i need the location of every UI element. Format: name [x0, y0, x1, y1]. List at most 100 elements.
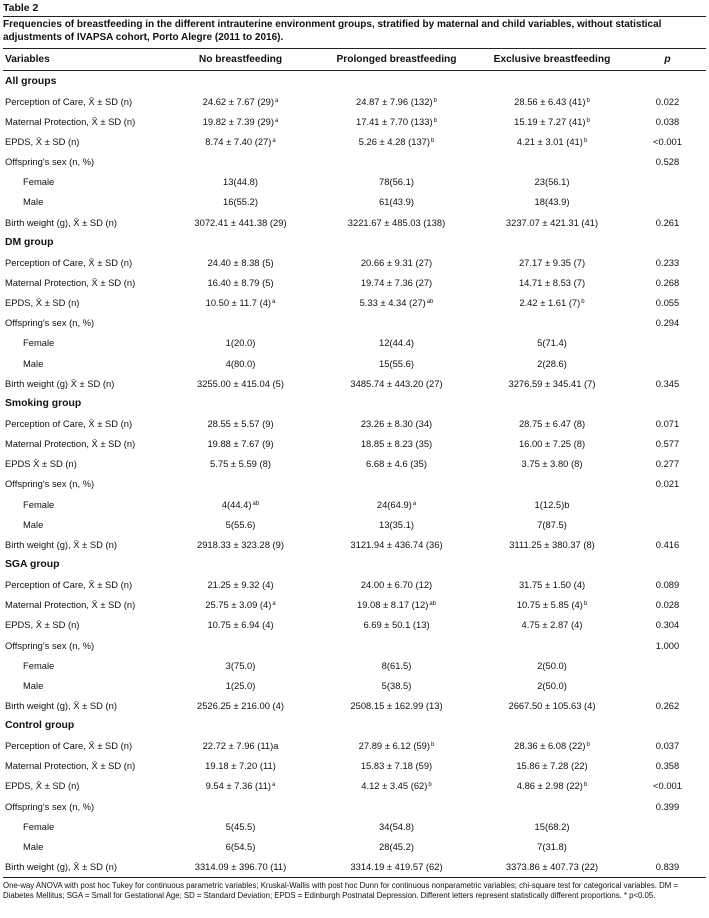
p-value-cell-text: 0.089: [655, 579, 680, 591]
table-label: Table 2: [3, 2, 39, 14]
significance-letter: a: [275, 117, 279, 124]
prolonged-breastfeeding-cell: 15.83 ± 7.18 (59): [318, 756, 475, 776]
exclusive-breastfeeding-cell-text: 3237.07 ± 421.31 (41): [505, 216, 599, 228]
table-page: Table 2 Frequencies of breastfeeding in …: [3, 0, 706, 902]
table-row: EPDS, X̄ ± SD (n) 9.54 ± 7.36 (11)a 4.12 ±…: [3, 776, 706, 796]
prolonged-breastfeeding-cell-text: 24.87 ± 7.96 (132): [356, 95, 433, 107]
prolonged-breastfeeding-cell: 61(43.9): [318, 192, 475, 212]
table-row: Perception of Care, X̄ ± SD (n) 21.25 ± 9…: [3, 575, 706, 595]
p-value-cell: <0.001: [629, 776, 706, 796]
no-breastfeeding-cell-text: 6(54.5): [225, 840, 256, 852]
prolonged-breastfeeding-cell: 28(45.2): [318, 836, 475, 856]
table-footnote: One-way ANOVA with post hoc Tukey for co…: [3, 880, 678, 901]
exclusive-breastfeeding-cell: 2667.50 ± 105.63 (4): [475, 695, 629, 715]
no-breastfeeding-cell-text: 16(55.2): [223, 196, 258, 208]
group-label: Control group: [3, 716, 706, 736]
table-row: Offspring's sex (n, %) 0.294: [3, 313, 706, 333]
no-breastfeeding-cell-text: 1(20.0): [225, 337, 256, 349]
significance-letter: b: [431, 137, 435, 144]
exclusive-breastfeeding-cell-text: 10.75 ± 5.85 (4): [516, 599, 583, 611]
no-breastfeeding-cell: 3072.41 ± 441.38 (29): [163, 212, 318, 232]
row-label: Maternal Protection, X̄ ± SD (n): [3, 756, 163, 776]
exclusive-breastfeeding-cell-text: 15(68.2): [534, 820, 570, 832]
row-label: EPDS, X̄ ± SD (n): [3, 776, 163, 796]
no-breastfeeding-cell-text: 25.75 ± 3.09 (4): [205, 599, 272, 611]
exclusive-breastfeeding-cell-text: 28.56 ± 6.43 (41): [514, 95, 586, 107]
exclusive-breastfeeding-cell-text: 2667.50 ± 105.63 (4): [508, 699, 596, 711]
prolonged-breastfeeding-cell: 4.12 ± 3.45 (62)b: [318, 776, 475, 796]
no-breastfeeding-cell-text: 21.25 ± 9.32 (4): [207, 579, 274, 591]
row-label-text: EPDS, X̄ ± SD (n): [5, 619, 80, 631]
p-value-cell: [629, 514, 706, 534]
row-label: Birth weight (g), X̄ ± SD (n): [3, 534, 163, 554]
table-row: Offspring's sex (n, %) 0.399: [3, 796, 706, 816]
prolonged-breastfeeding-cell: 3121.94 ± 436.74 (36): [318, 534, 475, 554]
row-label-text: EPDS X̄ ± SD (n): [5, 458, 77, 470]
significance-letter: b: [583, 782, 588, 789]
table-row: Maternal Protection, X̄ ± SD (n) 25.75 ± …: [3, 595, 706, 615]
no-breastfeeding-cell: [163, 313, 318, 333]
prolonged-breastfeeding-cell: 19.08 ± 8.17 (12)ab: [318, 595, 475, 615]
prolonged-breastfeeding-cell-text: 8(61.5): [381, 659, 412, 671]
group-label-text: All groups: [5, 75, 57, 87]
no-breastfeeding-cell: 28.55 ± 5.57 (9): [163, 413, 318, 433]
row-label: Perception of Care, X̄ ± SD (n): [3, 91, 163, 111]
no-breastfeeding-cell-text: 24.62 ± 7.67 (29): [202, 95, 274, 107]
no-breastfeeding-cell-text: 3072.41 ± 441.38 (29): [194, 216, 287, 228]
p-value-cell: [629, 675, 706, 695]
table-body: All groups Perception of Care, X̄ ± SD (n…: [3, 71, 706, 878]
prolonged-breastfeeding-cell-text: 4.12 ± 3.45 (62): [361, 780, 428, 792]
p-value-cell-text: 0.416: [655, 538, 680, 550]
p-value-cell: 0.268: [629, 272, 706, 292]
group-label: All groups: [3, 71, 706, 92]
row-label-text: Maternal Protection, X̄ ± SD (n): [5, 115, 136, 127]
exclusive-breastfeeding-cell-text: 2(50.0): [537, 679, 567, 691]
exclusive-breastfeeding-cell: 27.17 ± 9.35 (7): [475, 252, 629, 272]
no-breastfeeding-cell-text: 19.88 ± 7.67 (9): [207, 438, 274, 450]
no-breastfeeding-cell-text: 10.50 ± 11.7 (4): [205, 297, 272, 309]
p-value-cell-text: 1.000: [655, 639, 680, 651]
row-label: Male: [3, 192, 163, 212]
p-value-cell: 0.839: [629, 856, 706, 878]
row-label: Male: [3, 836, 163, 856]
no-breastfeeding-cell: 24.62 ± 7.67 (29)a: [163, 91, 318, 111]
prolonged-breastfeeding-cell: 3221.67 ± 485.03 (138): [318, 212, 475, 232]
table-row: EPDS, X̄ ± SD (n) 10.75 ± 6.94 (4) 6.69 ± …: [3, 615, 706, 635]
row-label-text: Offspring's sex (n, %): [5, 156, 95, 168]
no-breastfeeding-cell: 9.54 ± 7.36 (11)a: [163, 776, 318, 796]
row-label: Birth weight (g) X̄ ± SD (n): [3, 373, 163, 393]
prolonged-breastfeeding-cell-text: 3485.74 ± 443.20 (27): [350, 377, 443, 389]
p-value-cell: 0.233: [629, 252, 706, 272]
no-breastfeeding-cell-text: 5(55.6): [225, 518, 256, 530]
table-row: EPDS, X̄ ± SD (n) 8.74 ± 7.40 (27)a 5.26 ±…: [3, 131, 706, 151]
row-label-text: EPDS, X̄ ± SD (n): [5, 297, 80, 309]
exclusive-breastfeeding-cell-text: 1(12.5)b: [534, 498, 570, 510]
exclusive-breastfeeding-cell-text: 27.17 ± 9.35 (7): [518, 256, 586, 268]
p-value-cell: 1.000: [629, 635, 706, 655]
row-label: Female: [3, 816, 163, 836]
no-breastfeeding-cell: 21.25 ± 9.32 (4): [163, 575, 318, 595]
exclusive-breastfeeding-cell-text: 14.71 ± 8.53 (7): [518, 276, 586, 288]
table-row: Birth weight (g), X̄ ± SD (n) 3314.09 ± 3…: [3, 856, 706, 878]
no-breastfeeding-cell: 1(20.0): [163, 333, 318, 353]
row-label: Female: [3, 494, 163, 514]
exclusive-breastfeeding-cell-text: 2.42 ± 1.61 (7): [519, 297, 581, 309]
significance-letter: b: [431, 742, 435, 749]
no-breastfeeding-cell: 5.75 ± 5.59 (8): [163, 454, 318, 474]
prolonged-breastfeeding-cell-text: 6.69 ± 50.1 (13): [363, 619, 430, 631]
prolonged-breastfeeding-cell: 5.26 ± 4.28 (137)b: [318, 131, 475, 151]
no-breastfeeding-cell: 3255.00 ± 415.04 (5): [163, 373, 318, 393]
row-label: Maternal Protection, X̄ ± SD (n): [3, 272, 163, 292]
no-breastfeeding-cell: 8.74 ± 7.40 (27)a: [163, 131, 318, 151]
table-row: Maternal Protection, X̄ ± SD (n) 19.18 ± …: [3, 756, 706, 776]
p-value-cell: 0.399: [629, 796, 706, 816]
exclusive-breastfeeding-cell-text: 4.86 ± 2.98 (22): [516, 780, 583, 792]
group-label: SGA group: [3, 554, 706, 574]
p-value-cell: [629, 353, 706, 373]
row-label: EPDS X̄ ± SD (n): [3, 454, 163, 474]
exclusive-breastfeeding-cell-text: 7(87.5): [537, 518, 567, 530]
no-breastfeeding-cell: [163, 474, 318, 494]
p-value-cell-text: 0.021: [655, 478, 680, 490]
row-label: EPDS, X̄ ± SD (n): [3, 615, 163, 635]
group-header-row: Control group: [3, 716, 706, 736]
